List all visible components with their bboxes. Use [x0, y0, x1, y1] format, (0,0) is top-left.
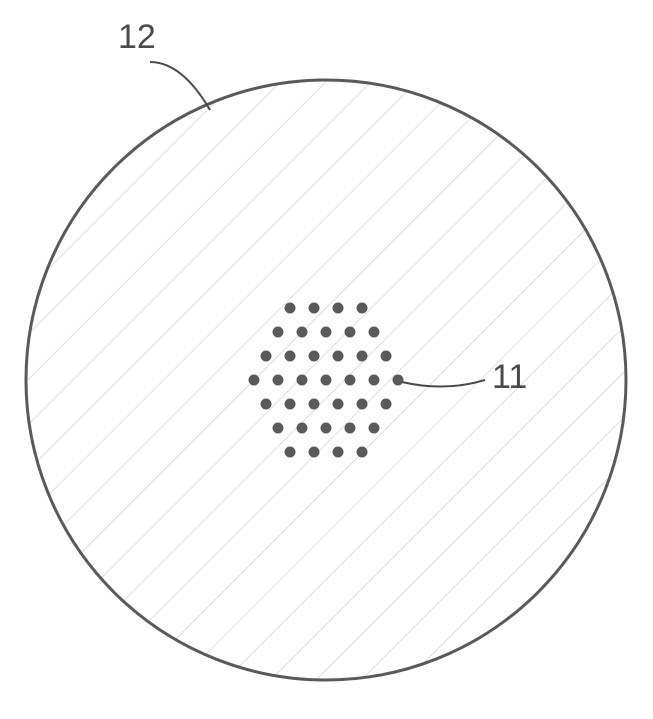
core-dot	[285, 351, 296, 362]
label-11: 11	[492, 358, 527, 396]
core-dot	[333, 351, 344, 362]
core-dot	[273, 327, 284, 338]
core-dot	[369, 375, 380, 386]
core-dot	[369, 423, 380, 434]
core-dot	[357, 351, 368, 362]
core-dot	[261, 399, 272, 410]
core-dot	[309, 303, 320, 314]
core-dot	[321, 375, 332, 386]
core-dot	[261, 351, 272, 362]
core-dot	[357, 399, 368, 410]
core-dot	[393, 375, 404, 386]
core-dot	[273, 423, 284, 434]
core-dot	[273, 375, 284, 386]
fiber-cross-section-diagram: 12 11	[0, 0, 653, 719]
label-12-group: 12	[118, 18, 210, 110]
core-dot	[297, 423, 308, 434]
core-dot	[285, 303, 296, 314]
core-dot	[369, 327, 380, 338]
core-dot	[309, 399, 320, 410]
core-dot	[345, 375, 356, 386]
label-12: 12	[118, 18, 156, 56]
core-dot	[381, 399, 392, 410]
core-dot	[309, 447, 320, 458]
core-dot	[249, 375, 260, 386]
core-dot	[345, 327, 356, 338]
core-dot	[285, 447, 296, 458]
core-dot	[381, 351, 392, 362]
core-dot	[357, 447, 368, 458]
core-dot	[321, 423, 332, 434]
core-dot	[333, 447, 344, 458]
core-dot	[333, 303, 344, 314]
core-dot	[297, 375, 308, 386]
core-dot	[297, 327, 308, 338]
core-dot	[309, 351, 320, 362]
core-dot	[345, 423, 356, 434]
core-dot	[285, 399, 296, 410]
core-dot	[321, 327, 332, 338]
leader-line-12	[150, 62, 210, 110]
core-dot	[333, 399, 344, 410]
core-dot	[357, 303, 368, 314]
